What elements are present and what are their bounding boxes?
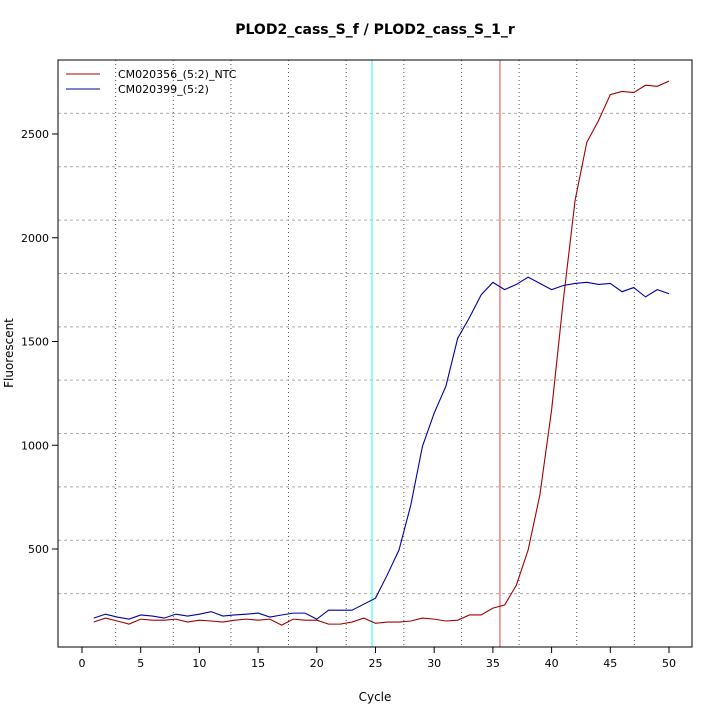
y-tick-label: 500 bbox=[28, 543, 49, 556]
series-line-1 bbox=[93, 80, 670, 626]
y-axis: 500 1000 1500 2000 2500 bbox=[21, 128, 58, 556]
series-lines bbox=[93, 80, 670, 626]
legend-label: CM020399_(5:2) bbox=[118, 83, 209, 96]
x-axis: 0 5 10 15 20 25 30 35 40 45 50 bbox=[79, 646, 676, 670]
grid bbox=[58, 60, 692, 647]
y-tick-label: 1500 bbox=[21, 336, 49, 349]
x-tick-label: 30 bbox=[427, 657, 441, 670]
chart-title: PLOD2_cass_S_f / PLOD2_cass_S_1_r bbox=[235, 22, 515, 38]
y-tick-label: 2500 bbox=[21, 128, 49, 141]
x-axis-label: Cycle bbox=[359, 690, 392, 704]
legend-label: CM020356_(5:2)_NTC bbox=[118, 68, 237, 81]
y-tick-label: 2000 bbox=[21, 232, 49, 245]
y-axis-label: Fluorescent bbox=[2, 318, 16, 388]
x-tick-label: 5 bbox=[137, 657, 144, 670]
threshold-lines bbox=[371, 60, 501, 647]
x-tick-label: 50 bbox=[662, 657, 676, 670]
legend: CM020356_(5:2)_NTC CM020399_(5:2) bbox=[66, 68, 237, 96]
x-tick-label: 0 bbox=[79, 657, 86, 670]
x-tick-label: 25 bbox=[369, 657, 383, 670]
x-tick-label: 10 bbox=[192, 657, 206, 670]
x-tick-label: 20 bbox=[310, 657, 324, 670]
x-tick-label: 15 bbox=[251, 657, 265, 670]
x-tick-label: 40 bbox=[545, 657, 559, 670]
x-tick-label: 35 bbox=[486, 657, 500, 670]
series-line-2 bbox=[93, 276, 670, 620]
x-tick-label: 45 bbox=[603, 657, 617, 670]
y-tick-label: 1000 bbox=[21, 439, 49, 452]
